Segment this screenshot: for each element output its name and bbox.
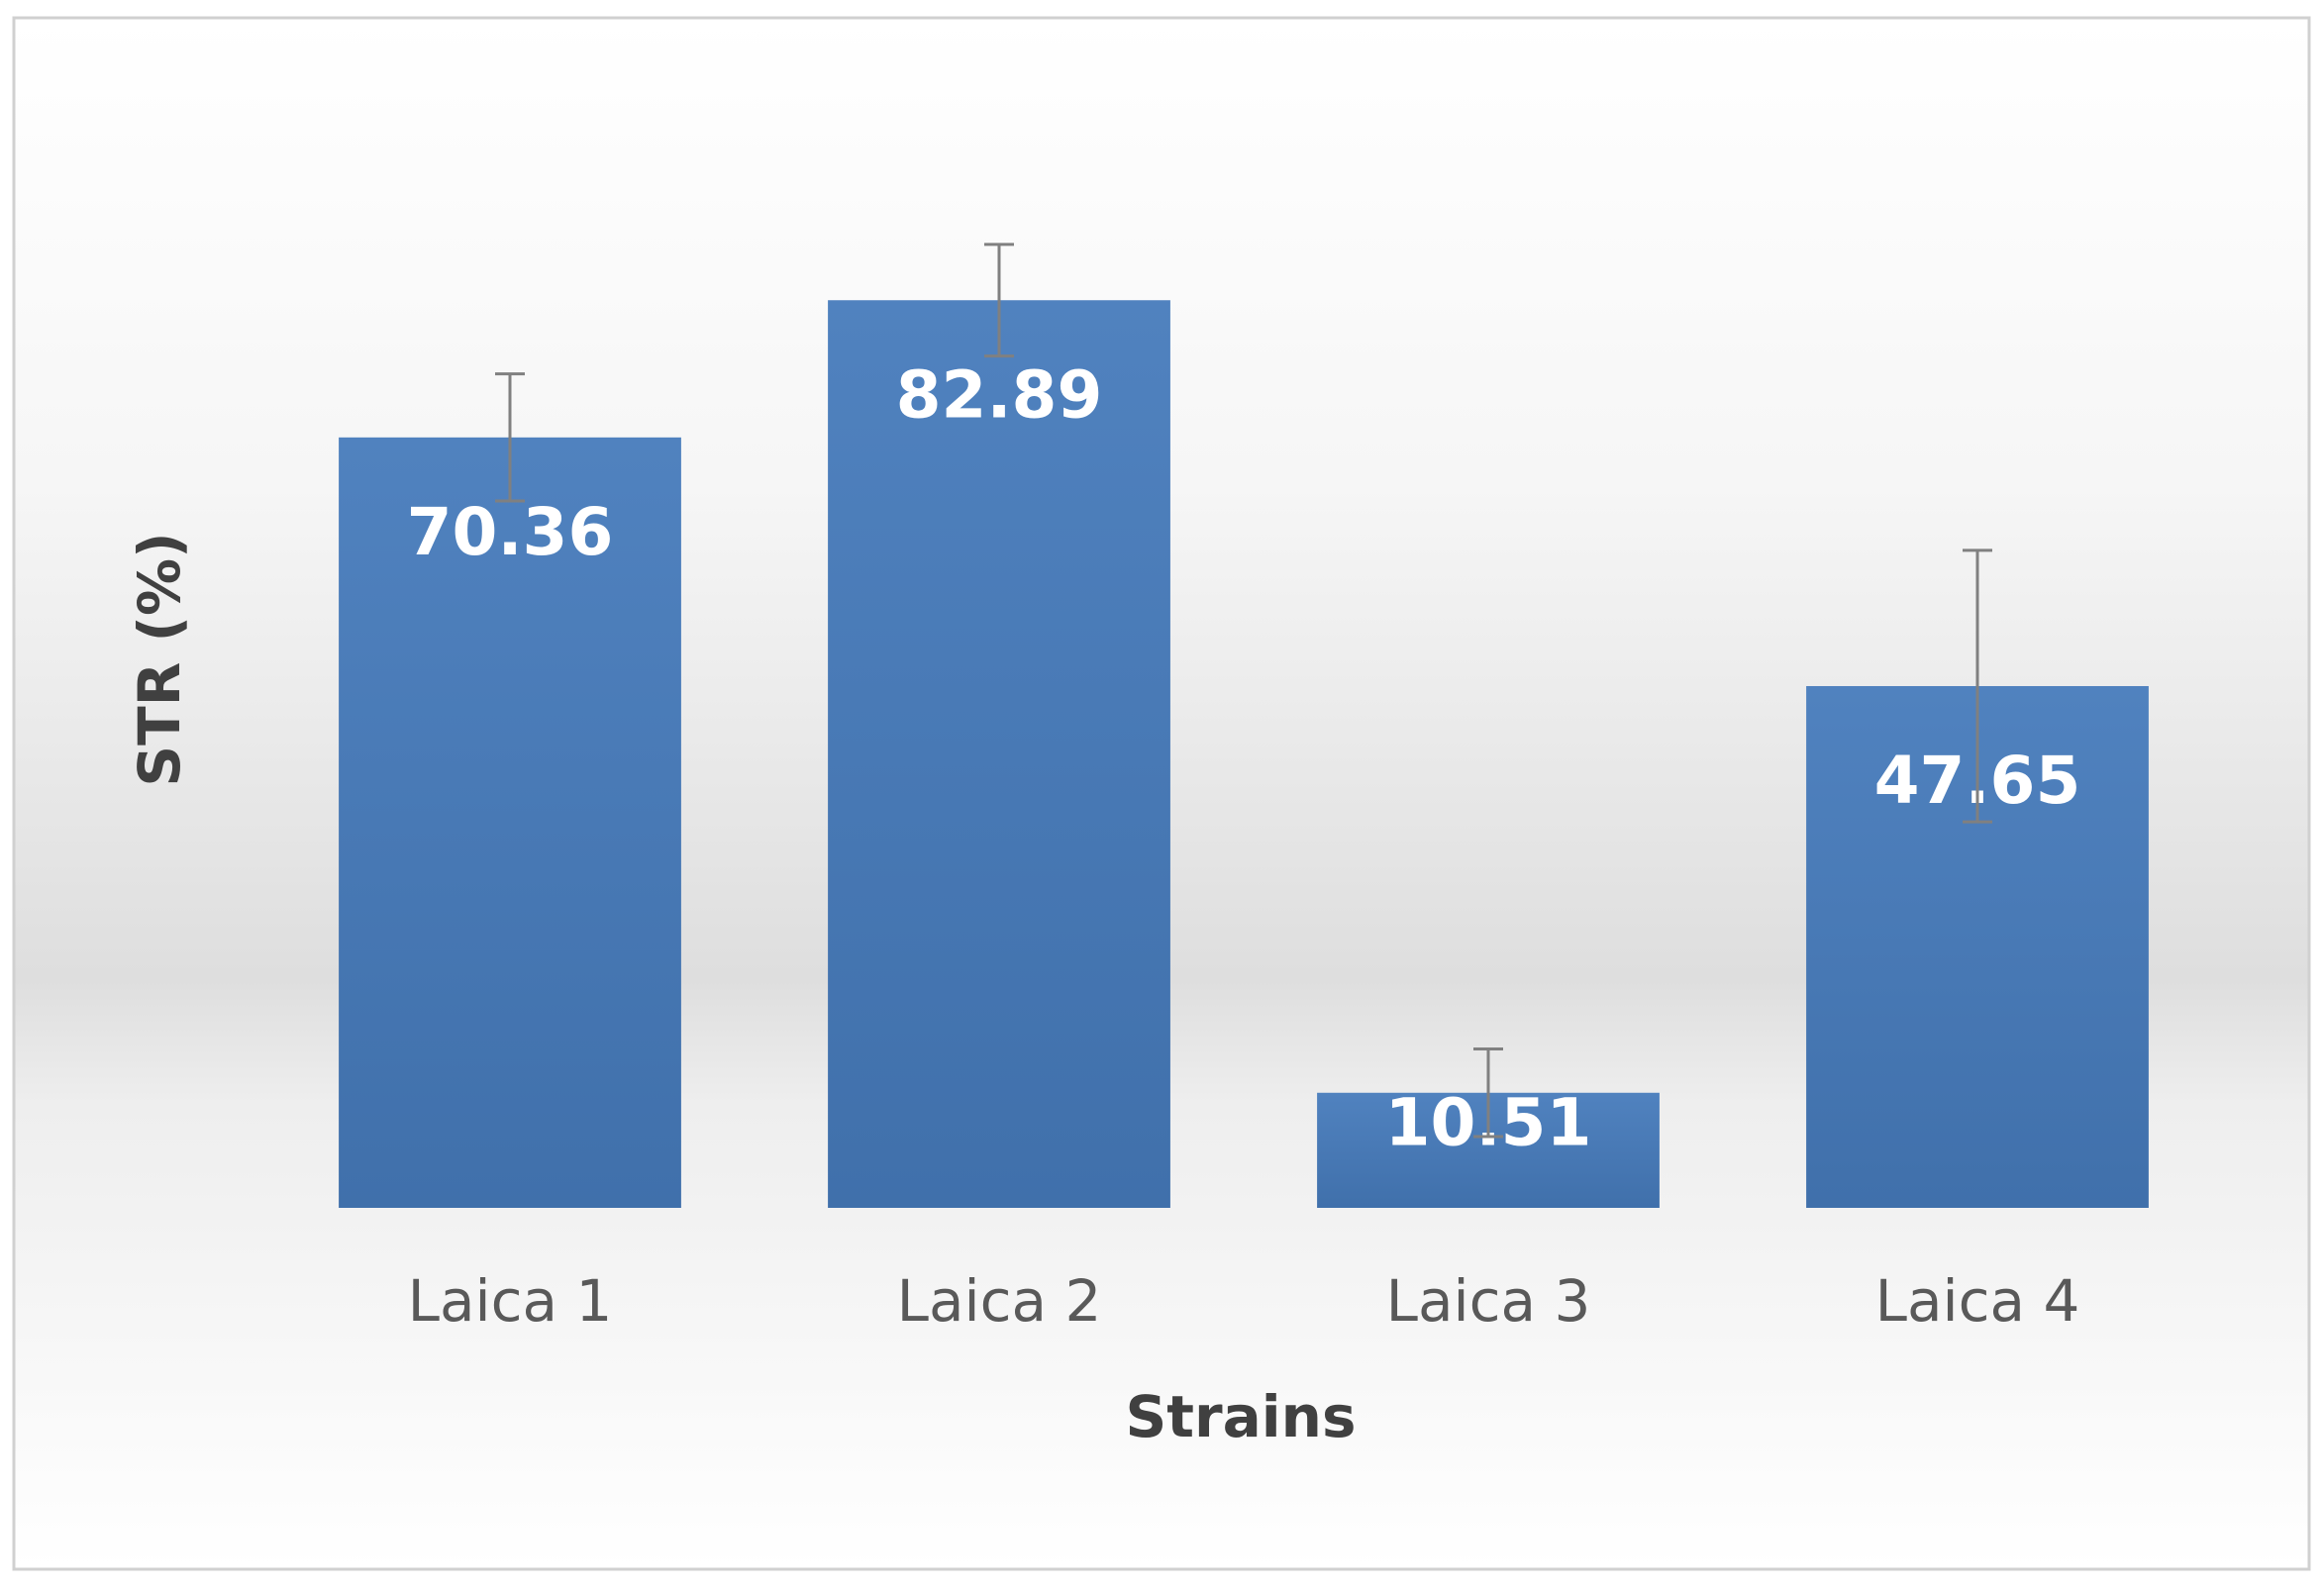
x-tick-label: Laica 1: [408, 1267, 613, 1335]
y-axis-title: STR (%): [126, 532, 193, 786]
error-bar: [1473, 1047, 1503, 1139]
x-tick-label: Laica 3: [1386, 1267, 1591, 1335]
x-axis-title: Strains: [1126, 1383, 1357, 1450]
x-tick-label: Laica 2: [897, 1267, 1102, 1335]
error-bar: [984, 243, 1014, 358]
data-label: 82.89: [896, 356, 1103, 433]
error-bar: [1963, 548, 1992, 824]
bar: [339, 437, 681, 1209]
bar: [828, 300, 1170, 1209]
x-tick-label: Laica 4: [1875, 1267, 2080, 1335]
error-bar: [495, 372, 525, 503]
data-label: 70.36: [407, 494, 614, 570]
